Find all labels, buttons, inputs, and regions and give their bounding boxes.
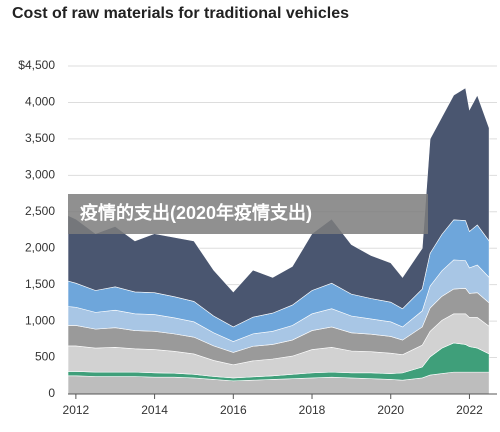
y-tick-label: 2,500 [25,204,55,218]
x-tick-label: 2018 [299,403,326,417]
chart-title: Cost of raw materials for traditional ve… [12,5,349,22]
y-tick-label: 0 [48,386,55,400]
y-tick-label: 3,500 [25,131,55,145]
banner-text: 疫情的支出(2020年疫情支出) [80,202,312,223]
y-tick-label: 4,000 [25,95,55,109]
y-tick-label: 1,500 [25,277,55,291]
y-tick-label: 1,000 [25,313,55,327]
y-tick-label: $4,500 [18,58,55,72]
y-tick-label: 3,000 [25,168,55,182]
x-tick-label: 2022 [456,403,483,417]
banner-background [68,194,428,234]
y-tick-label: 2,000 [25,240,55,254]
area [67,87,490,328]
x-tick-label: 2016 [220,403,247,417]
x-tick-label: 2020 [377,403,404,417]
x-tick-label: 2014 [141,403,168,417]
x-tick-label: 2012 [63,403,90,417]
y-tick-label: 500 [35,350,55,364]
